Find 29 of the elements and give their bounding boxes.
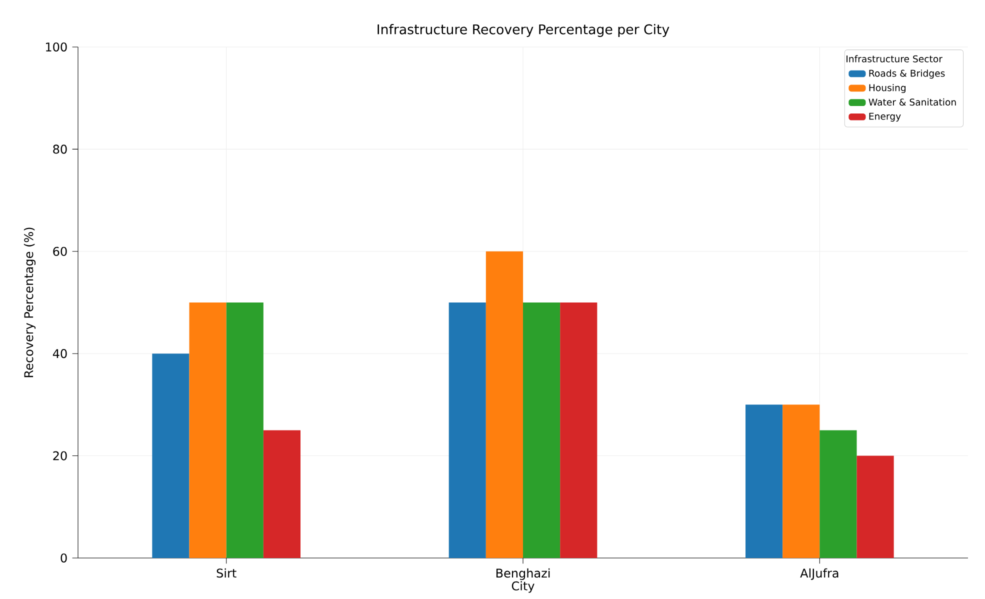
bar bbox=[560, 302, 598, 558]
x-tick-label: Sirt bbox=[216, 568, 236, 578]
bar bbox=[486, 251, 524, 558]
bar bbox=[152, 354, 190, 558]
x-tick-label: Benghazi bbox=[496, 568, 550, 580]
y-axis-title: Recovery Percentage (%) bbox=[24, 228, 36, 378]
bar bbox=[523, 302, 560, 558]
bar bbox=[226, 302, 264, 558]
y-tick-label: 20 bbox=[53, 451, 67, 460]
chart-title: Infrastructure Recovery Percentage per City bbox=[378, 24, 670, 37]
y-tick-label: 40 bbox=[52, 349, 67, 358]
x-tick-label: AlJufra bbox=[800, 568, 838, 580]
bar bbox=[746, 404, 783, 558]
bar bbox=[782, 404, 820, 558]
y-tick-label: 60 bbox=[53, 246, 67, 256]
y-tick-label: 80 bbox=[53, 144, 67, 154]
bar bbox=[820, 430, 857, 558]
y-tick-label: 100 bbox=[46, 42, 67, 52]
legend-label: Energy bbox=[869, 112, 901, 122]
y-tick-label: 0 bbox=[60, 553, 67, 563]
bar bbox=[856, 456, 894, 558]
bar bbox=[448, 302, 486, 558]
x-axis-title: City bbox=[512, 581, 534, 593]
bar bbox=[189, 302, 226, 558]
legend-label: Roads & Bridges bbox=[869, 70, 945, 79]
legend-label: Housing bbox=[869, 84, 906, 94]
bar bbox=[263, 430, 301, 558]
legend-title: Infrastructure Sector bbox=[846, 55, 942, 62]
legend-label: Water & Sanitation bbox=[868, 98, 956, 106]
